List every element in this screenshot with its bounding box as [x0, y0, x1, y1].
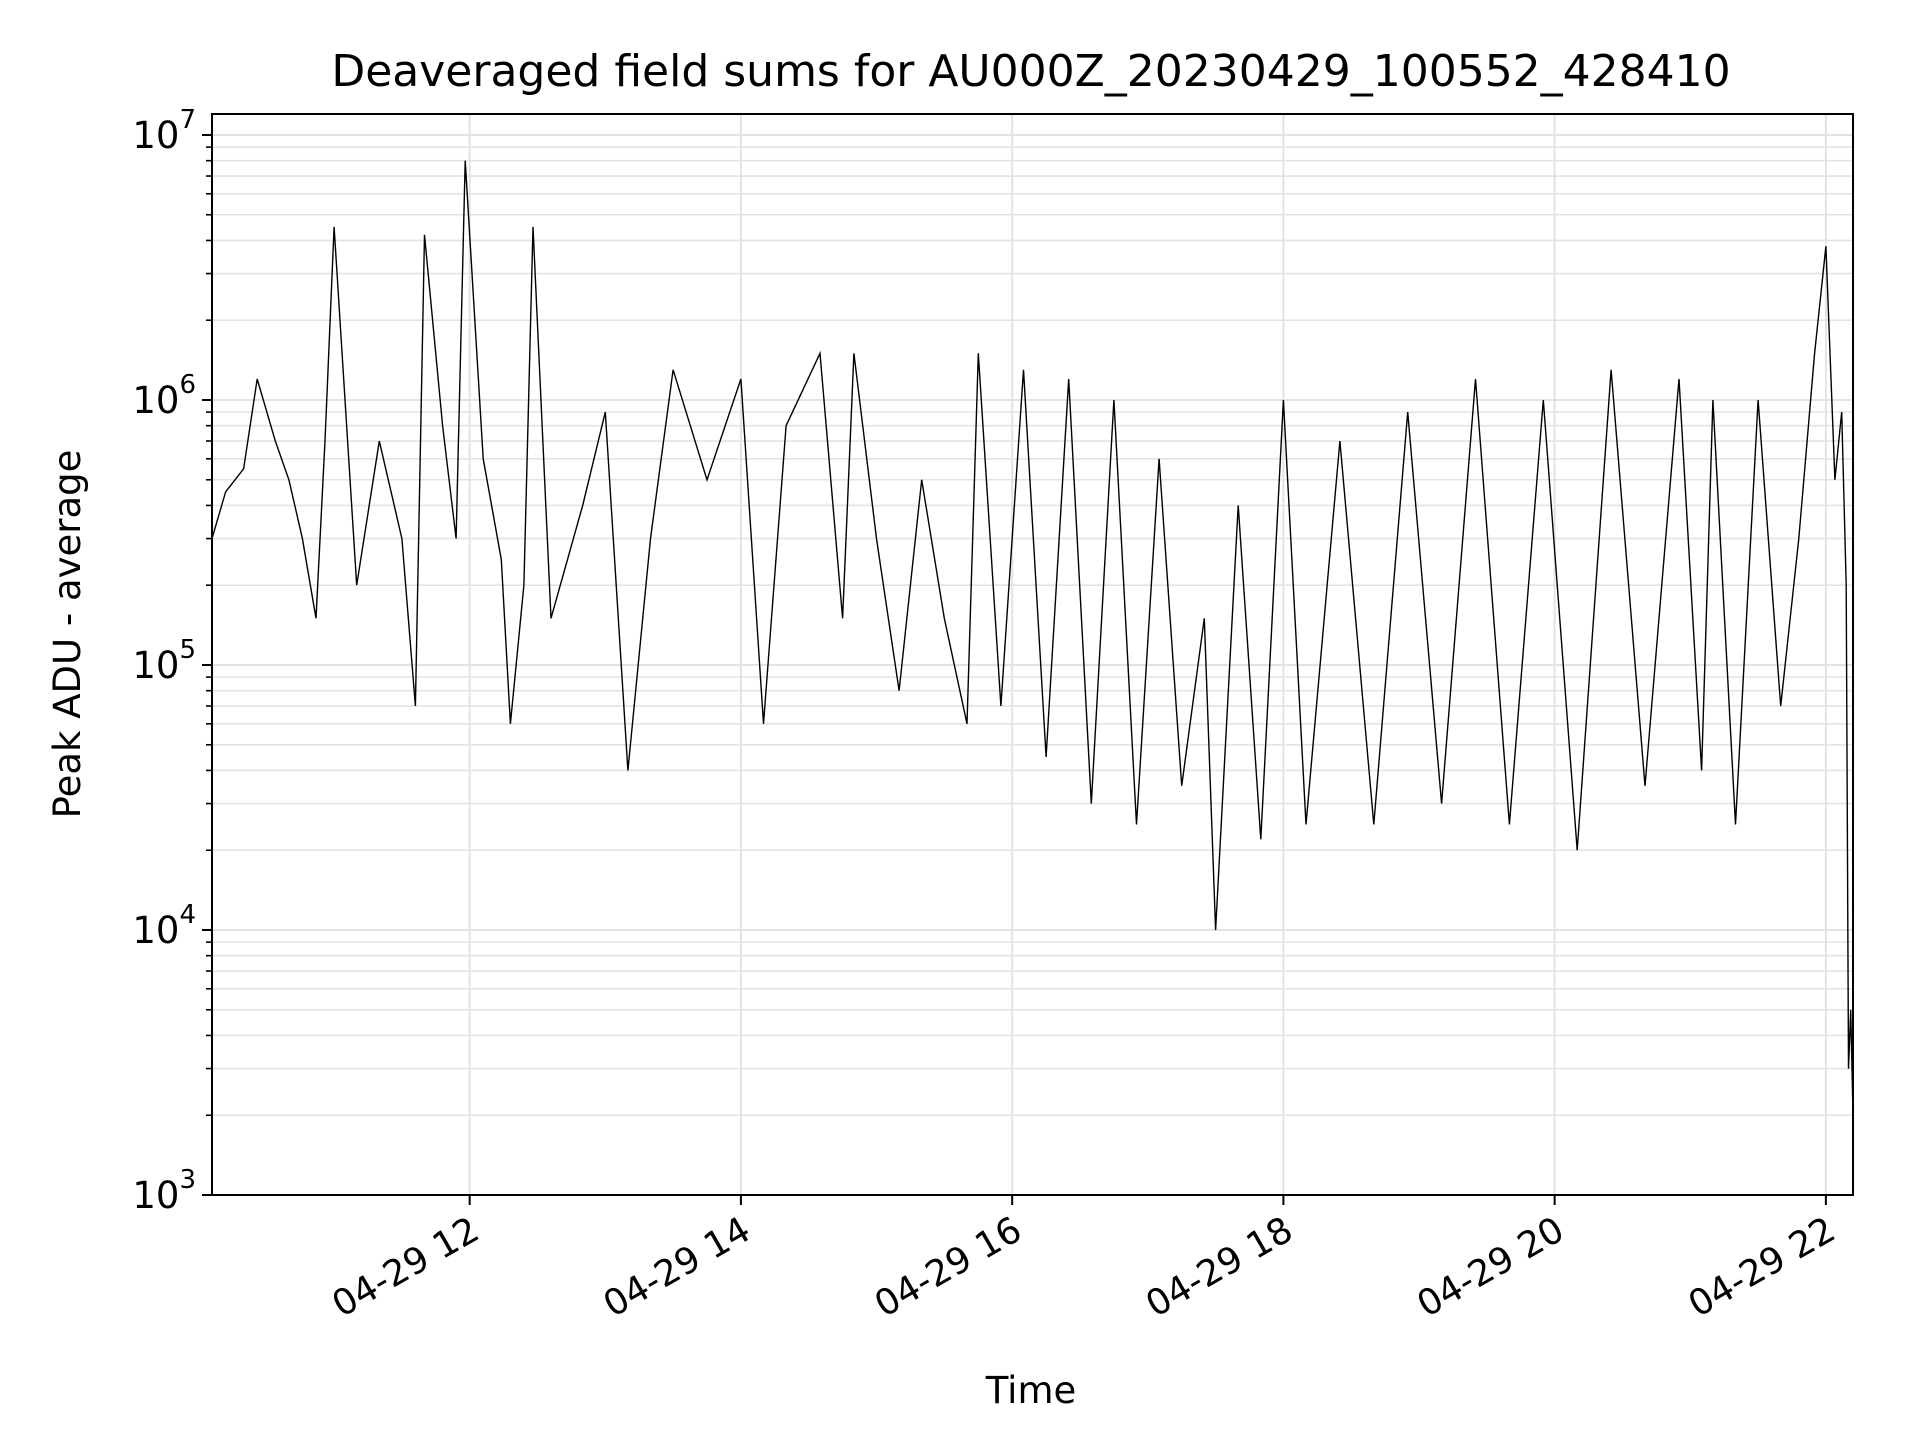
chart-title: Deaveraged field sums for AU000Z_2023042… [331, 46, 1730, 97]
x-axis-label: Time [985, 1369, 1077, 1412]
y-axis-label: Peak ADU - average [46, 450, 89, 819]
y-tick-label: 107 [132, 105, 196, 157]
y-tick-label: 103 [132, 1165, 196, 1217]
plot-frame [211, 113, 1854, 1196]
series-layer [211, 160, 1854, 1116]
y-tick-label: 104 [132, 900, 196, 952]
y-tick-label: 105 [132, 635, 196, 687]
y-axis: 103 104 105 106 107 [132, 105, 212, 1217]
y-tick-label: 106 [132, 370, 196, 422]
series-line-1 [211, 160, 1854, 1116]
grid [212, 114, 1853, 1196]
